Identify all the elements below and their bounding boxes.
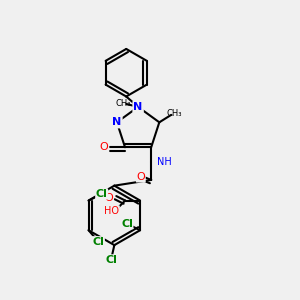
Text: N: N [134, 102, 143, 112]
Text: HO: HO [104, 206, 119, 216]
Text: CH₃: CH₃ [116, 99, 131, 108]
Text: O: O [104, 193, 113, 202]
Text: O: O [100, 142, 109, 152]
Text: Cl: Cl [105, 255, 117, 265]
Text: CH₃: CH₃ [167, 109, 182, 118]
Text: N: N [112, 117, 122, 127]
Text: O: O [136, 172, 145, 182]
Text: Cl: Cl [121, 219, 133, 229]
Text: Cl: Cl [96, 189, 108, 199]
Text: Cl: Cl [92, 237, 104, 247]
Text: NH: NH [157, 157, 172, 167]
